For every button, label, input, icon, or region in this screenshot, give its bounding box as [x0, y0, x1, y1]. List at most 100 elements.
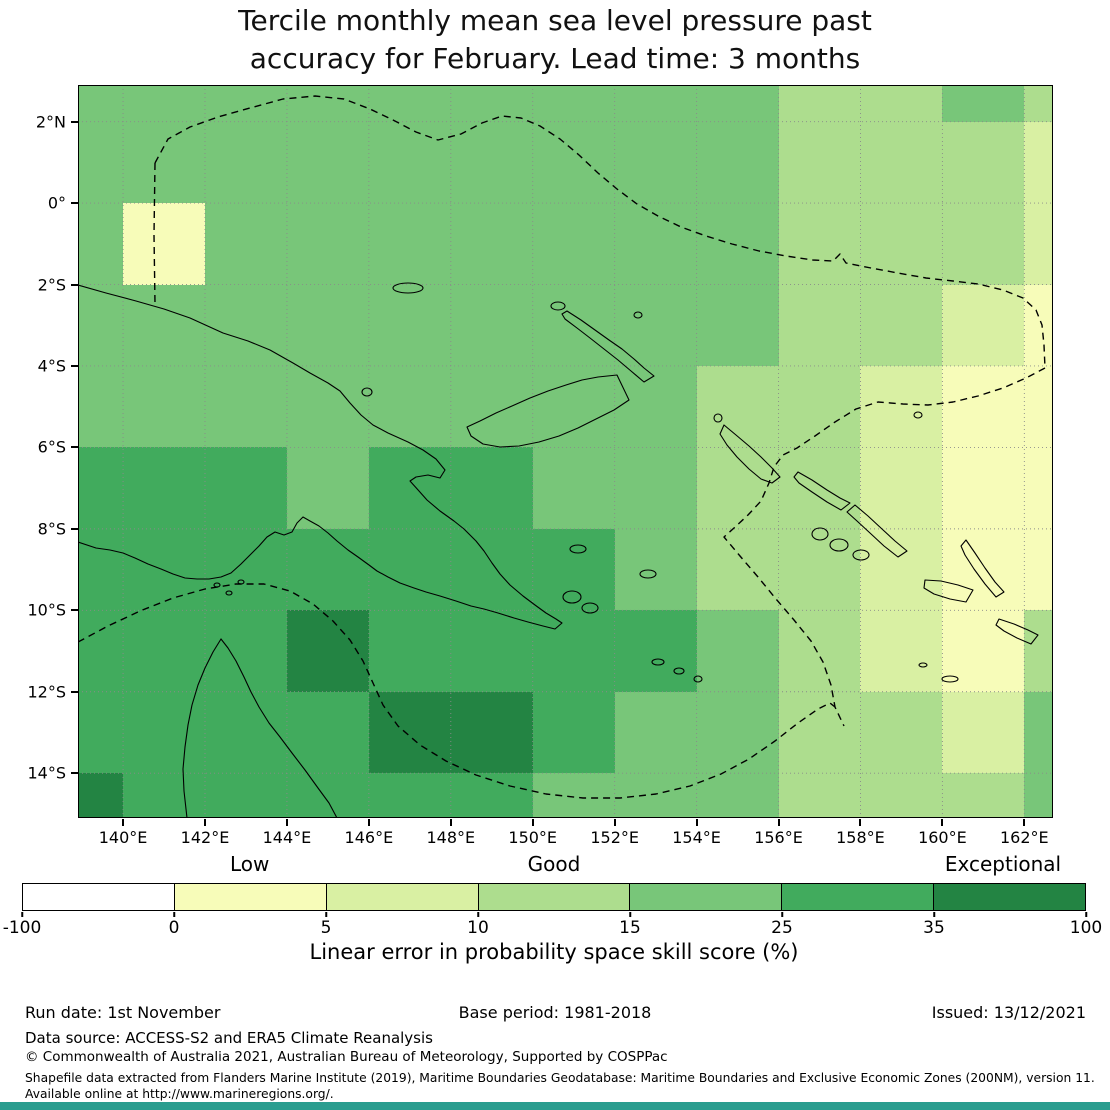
colorbar-tick-label: 10	[467, 918, 489, 938]
grid-cell	[1024, 610, 1053, 692]
coastline-cape-york-west-coast	[182, 638, 222, 818]
grid-cell	[860, 691, 943, 774]
grid-cell	[942, 528, 1025, 611]
lat-tick-mark	[71, 202, 78, 205]
grid-cell	[860, 203, 943, 285]
grid-cell	[696, 773, 779, 818]
colorbar-tick-mark	[477, 912, 479, 917]
grid-cell	[1024, 203, 1053, 285]
grid-cell	[614, 528, 697, 611]
islet	[811, 527, 829, 541]
page-bottom-bar	[0, 1102, 1110, 1110]
grid-cell	[778, 365, 861, 448]
colorbar-category-label: Low	[229, 852, 270, 876]
colorbar-segment-4	[629, 884, 782, 910]
grid-cell	[78, 365, 124, 448]
grid-cell	[1024, 121, 1053, 204]
grid-cell	[778, 121, 861, 204]
colorbar-category-label: Exceptional	[944, 852, 1062, 876]
grid-cell	[614, 284, 697, 366]
lat-tick-mark	[71, 690, 78, 693]
lat-tick-label: 6°S	[37, 437, 66, 457]
colorbar-segment-6	[933, 884, 1086, 910]
colorbar-tick-label: 5	[320, 918, 332, 938]
grid-cell	[860, 365, 943, 448]
lat-tick-mark	[71, 609, 78, 612]
shapefile-note-line2: Available online at http://www.marinereg…	[25, 1087, 334, 1101]
grid-cell	[942, 85, 1025, 122]
shapefile-note-line1: Shapefile data extracted from Flanders M…	[25, 1071, 1095, 1085]
grid-cell	[696, 610, 779, 692]
colorbar-tick-mark	[325, 912, 327, 917]
grid-cell	[286, 447, 369, 529]
colorbar-tick-label: 0	[168, 918, 180, 938]
lat-tick-mark	[71, 446, 78, 449]
lon-tick-mark	[285, 819, 288, 826]
grid-cell	[532, 528, 615, 611]
issued-date-text: Issued: 13/12/2021	[931, 1003, 1086, 1022]
lon-tick-label: 140°E	[98, 828, 148, 847]
grid-cell	[123, 773, 205, 818]
grid-cell	[614, 85, 697, 122]
grid-cell	[450, 203, 533, 285]
grid-cell	[860, 121, 943, 204]
grid-cell	[778, 447, 861, 529]
lat-tick-mark	[71, 364, 78, 367]
colorbar-segment-0	[23, 884, 174, 910]
grid-cell	[204, 121, 287, 204]
grid-cell	[942, 447, 1025, 529]
grid-cell	[286, 610, 369, 692]
colorbar-segment-5	[781, 884, 934, 910]
lon-tick-mark	[777, 819, 780, 826]
grid-cell	[860, 528, 943, 611]
grid-cell	[368, 203, 451, 285]
figure-title-line1: Tercile monthly mean sea level pressure …	[238, 4, 872, 37]
lon-tick-mark	[449, 819, 452, 826]
grid-cell	[614, 365, 697, 448]
colorbar-tick-mark	[1085, 912, 1087, 917]
grid-cell	[614, 691, 697, 774]
grid-cell	[78, 85, 124, 122]
lat-tick-label: 10°S	[27, 600, 66, 620]
colorbar-gradient	[22, 883, 1086, 911]
lat-tick-label: 8°S	[37, 519, 66, 539]
grid-cell	[368, 610, 451, 692]
coastline-new-ireland	[561, 310, 655, 383]
islet	[913, 411, 923, 419]
colorbar-tick-label: 25	[771, 918, 793, 938]
islet	[581, 602, 599, 614]
lat-tick-mark	[71, 120, 78, 123]
islet	[361, 387, 373, 397]
base-period-text: Base period: 1981-2018	[458, 1003, 652, 1022]
grid-cell	[450, 365, 533, 448]
run-date-text: Run date: 1st November	[25, 1003, 221, 1022]
grid-cell	[78, 528, 124, 611]
eez-boundary-png-solomon-north	[154, 95, 1046, 369]
lat-tick-label: 2°N	[35, 112, 66, 132]
islet	[852, 549, 870, 561]
lon-tick-mark	[531, 819, 534, 826]
grid-cell	[942, 203, 1025, 285]
colorbar-segment-2	[325, 884, 478, 910]
grid-cell	[286, 365, 369, 448]
grid-cell	[778, 284, 861, 366]
lon-tick-label: 154°E	[672, 828, 721, 847]
grid-cell	[368, 121, 451, 204]
lon-tick-label: 144°E	[262, 828, 312, 847]
grid-cell	[286, 121, 369, 204]
grid-cell	[1024, 773, 1053, 818]
grid-cell	[860, 610, 943, 692]
lon-tick-mark	[613, 819, 616, 826]
lon-tick-mark	[122, 819, 125, 826]
lon-tick-label: 160°E	[918, 828, 967, 847]
grid-cell	[78, 773, 124, 818]
grid-cell	[532, 203, 615, 285]
grid-cell	[860, 447, 943, 529]
grid-cell	[778, 773, 861, 818]
grid-cell	[368, 284, 451, 366]
coastline-new-britain	[466, 374, 630, 448]
grid-cell	[204, 691, 287, 774]
grid-cell	[204, 365, 287, 448]
grid-cell	[532, 85, 615, 122]
colorbar-caption: Linear error in probability space skill …	[309, 940, 799, 964]
